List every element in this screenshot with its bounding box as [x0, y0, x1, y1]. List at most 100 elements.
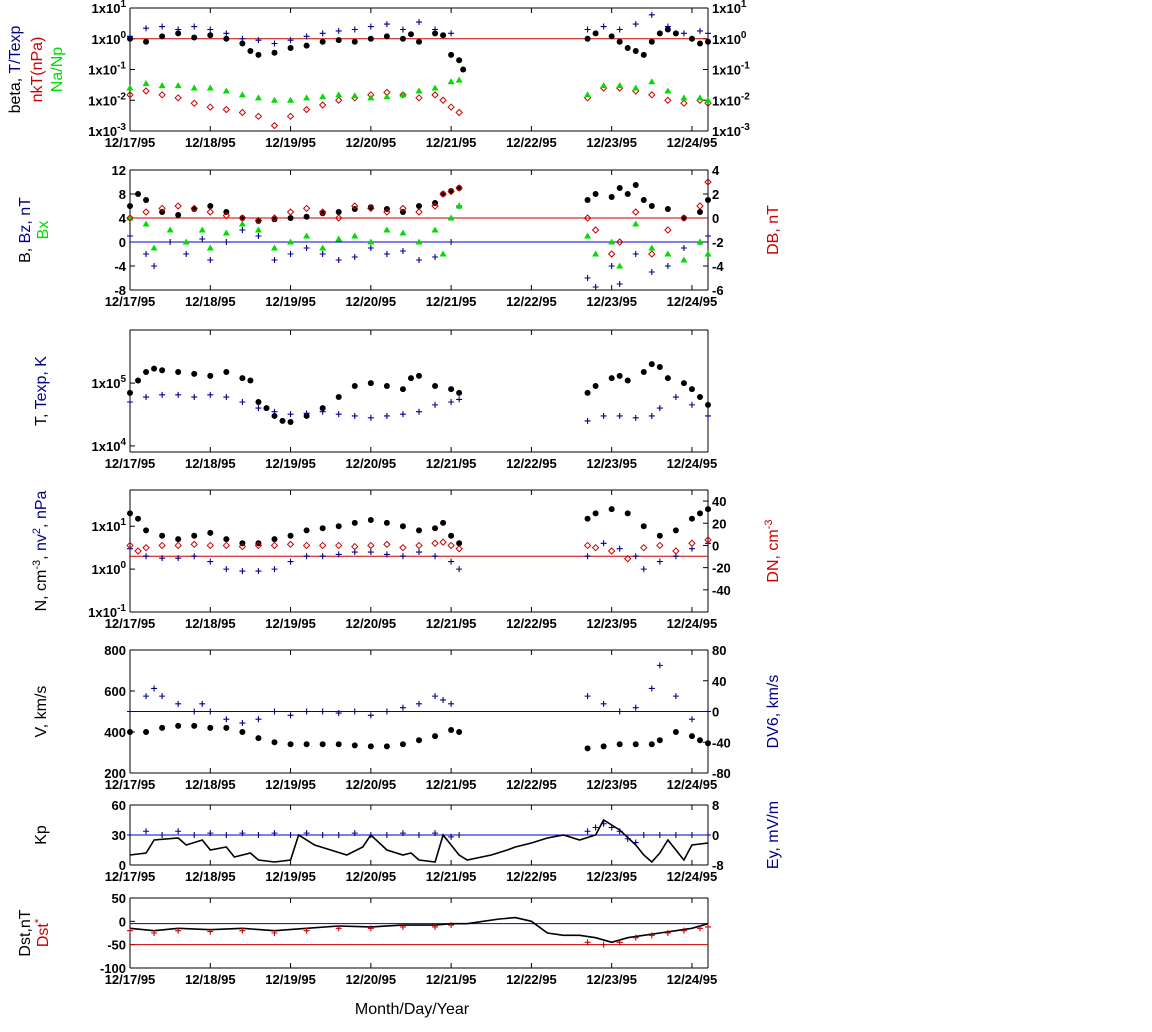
data-point [302, 204, 311, 213]
data-point [303, 927, 310, 934]
x-tick-label: 12/19/95 [265, 869, 316, 884]
data-point [143, 693, 150, 700]
series [127, 361, 711, 426]
data-point [680, 99, 688, 107]
data-point [303, 42, 310, 49]
series [129, 916, 709, 944]
data-point [648, 412, 655, 419]
data-point [319, 244, 327, 251]
data-point [198, 226, 206, 233]
data-point [399, 523, 406, 530]
data-point [456, 540, 463, 547]
data-point [624, 835, 631, 842]
data-point [448, 386, 455, 393]
data-point [456, 185, 463, 191]
data-point [383, 21, 390, 28]
data-point [415, 238, 423, 245]
y-right-axis-label: DN, cm-3​ [763, 519, 782, 582]
data-point [223, 536, 230, 543]
data-point [696, 202, 704, 210]
x-tick-label: 12/22/95 [506, 135, 557, 150]
x-tick-label: 12/22/95 [506, 456, 557, 471]
data-point [664, 930, 671, 936]
data-point [383, 93, 391, 100]
series [126, 178, 712, 258]
data-point [584, 939, 591, 946]
data-point [680, 245, 687, 251]
data-point [255, 399, 262, 406]
data-point [318, 541, 327, 550]
data-point [616, 412, 623, 419]
series [127, 26, 711, 73]
data-point [351, 92, 359, 99]
data-point [632, 47, 639, 54]
data-point [126, 541, 134, 550]
data-point [648, 250, 656, 258]
x-tick-label: 12/23/95 [586, 869, 637, 884]
data-point [648, 685, 655, 692]
data-point [688, 716, 695, 723]
data-point [664, 96, 672, 104]
data-point [175, 722, 182, 729]
data-point [656, 737, 663, 744]
y-axis-label: Dst,nT [17, 909, 34, 956]
data-point [607, 547, 616, 555]
data-point [664, 206, 671, 212]
data-point [431, 202, 439, 210]
data-point [143, 369, 150, 376]
x-tick-label: 12/24/95 [667, 972, 718, 987]
y-tick-label: 400 [104, 725, 126, 740]
data-point [705, 412, 711, 419]
data-point [608, 33, 615, 40]
data-point [583, 214, 592, 222]
data-point [318, 208, 327, 216]
data-point [416, 408, 422, 415]
data-point [399, 704, 406, 711]
data-point [319, 525, 326, 532]
data-point [255, 37, 262, 44]
data-point [416, 527, 422, 534]
data-point [656, 662, 663, 669]
x-tick-label: 12/23/95 [586, 135, 637, 150]
data-point [238, 214, 247, 222]
data-point [456, 729, 463, 735]
y-tick-label: 1x10-1 [88, 61, 126, 78]
data-point [190, 204, 198, 213]
data-point [319, 93, 327, 100]
data-point [416, 257, 422, 263]
y-right-tick-label: 8 [712, 798, 719, 813]
data-point [255, 540, 262, 547]
data-point [632, 182, 639, 188]
data-point [238, 91, 246, 98]
data-point [616, 372, 623, 379]
data-point [615, 238, 624, 246]
x-tick-label: 12/22/95 [506, 869, 557, 884]
data-point [159, 832, 166, 838]
data-point [600, 941, 607, 948]
data-point [448, 558, 455, 565]
data-point [399, 543, 407, 552]
data-point [705, 923, 711, 930]
data-point [135, 515, 142, 522]
data-point [335, 235, 343, 242]
x-tick-label: 12/23/95 [586, 972, 637, 987]
data-point [191, 34, 198, 41]
data-point [135, 377, 142, 384]
y-tick-label: 1x10-2 [88, 91, 126, 108]
x-tick-label: 12/17/95 [105, 135, 156, 150]
data-point [672, 394, 679, 401]
data-point [383, 708, 390, 715]
y-tick-label: 600 [104, 684, 126, 699]
data-point [191, 708, 198, 715]
data-point [592, 250, 600, 257]
data-point [166, 226, 174, 233]
data-point [664, 250, 672, 257]
x-axis-title: Month/Day/Year [355, 1001, 470, 1018]
data-point [239, 35, 246, 42]
data-point [432, 254, 439, 260]
data-point [648, 932, 655, 939]
data-point [399, 923, 406, 930]
data-point [656, 532, 663, 539]
x-tick-label: 12/20/95 [346, 972, 397, 987]
data-point [191, 532, 198, 539]
